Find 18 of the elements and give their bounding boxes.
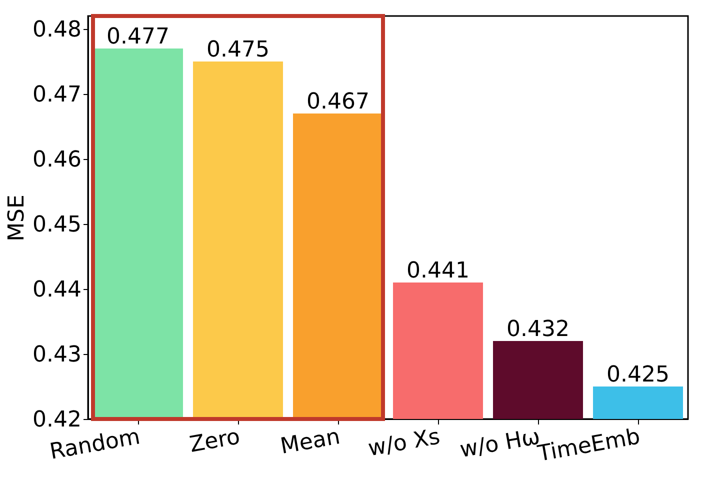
y-tick-label: 0.47: [32, 82, 82, 108]
x-tick-label: w/o Xs: [366, 424, 442, 462]
data-label: 0.475: [206, 38, 270, 62]
data-label: 0.467: [306, 90, 370, 114]
y-tick-label: 0.43: [32, 342, 82, 368]
data-label: 0.432: [506, 317, 570, 342]
x-tick-label: Mean: [278, 424, 342, 460]
y-axis-title: MSE: [4, 194, 30, 242]
y-tick-label: 0.45: [32, 212, 82, 238]
data-label: 0.425: [606, 362, 670, 388]
x-tick-label: Zero: [188, 424, 242, 458]
y-tick-label: 0.44: [32, 278, 82, 302]
y-tick-label: 0.42: [32, 408, 82, 432]
data-label: 0.477: [106, 24, 170, 50]
y-tick-label: 0.48: [32, 18, 82, 42]
y-tick-label: 0.46: [32, 148, 82, 172]
x-tick-label: TimeEmb: [535, 424, 642, 468]
data-label: 0.441: [406, 258, 470, 284]
